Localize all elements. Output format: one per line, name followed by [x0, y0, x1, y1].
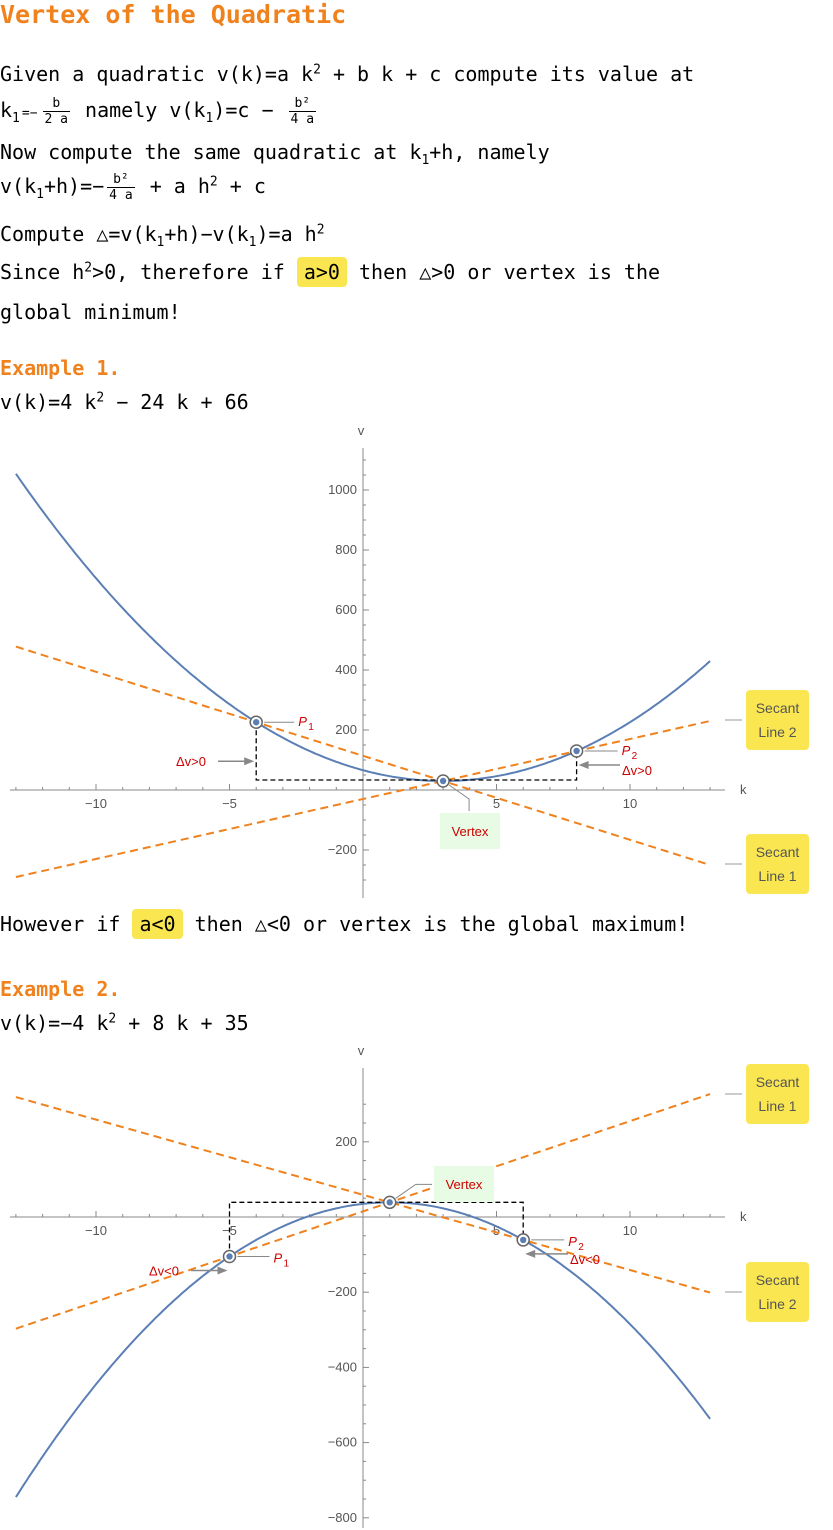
x-tick-label: 5 [493, 796, 500, 811]
example-2-heading: Example 2. [0, 977, 121, 1001]
point-label-sub: 1 [284, 1258, 290, 1269]
secant-line-1 [15, 1093, 711, 1330]
highlight-a-positive: a>0 [296, 257, 347, 287]
delta-label: Δv<0 [570, 1252, 600, 1267]
secant-label-line2: Line 2 [758, 1296, 796, 1312]
y-axis-label: v [358, 423, 365, 438]
delta-arrowhead [525, 1249, 536, 1258]
x-tick-label: 10 [623, 796, 637, 811]
intro-line-2: k1 =− b 2 a namely v(k1)=c − b² 4 a [0, 96, 317, 127]
delta-label: Δv>0 [176, 754, 206, 769]
intro-line-6: Since h2>0, therefore if a>0 then △>0 or… [0, 257, 660, 287]
intro-line-4: v(k1+h)=− b² 4 a + a h2 + c [0, 172, 266, 203]
secant-label-line1: Secant [756, 700, 800, 716]
secant-label-box [746, 1262, 809, 1322]
point-dot [573, 747, 580, 755]
y-tick-label: −200 [328, 842, 357, 857]
delta-label: Δv<0 [149, 1263, 179, 1278]
y-tick-label: −600 [328, 1435, 357, 1450]
y-tick-label: −400 [328, 1359, 357, 1374]
delta-arrowhead [217, 1266, 228, 1275]
y-axis-label: v [358, 1043, 365, 1058]
secant-label-line2: Line 1 [758, 868, 796, 884]
point-label: P [568, 1234, 577, 1249]
secant-label-box [746, 834, 809, 894]
point-dot [226, 1253, 233, 1260]
example-2-chart: −10 −5 5 10−800−600−400−200200kvSecantLine … [10, 1043, 809, 1528]
highlight-a-negative: a<0 [132, 909, 183, 939]
vertex-label: Vertex [446, 1177, 483, 1192]
quadratic-curve [15, 1201, 711, 1498]
intro-line-5: Compute △=v(k1+h)−v(k1)=a h2 [0, 222, 325, 250]
intro-line-7: global minimum! [0, 300, 181, 324]
x-axis-label: k [740, 1209, 747, 1224]
x-axis-label: k [740, 782, 747, 797]
however-line: However if a<0 then △<0 or vertex is the… [0, 909, 688, 939]
x-tick-label: −10 [85, 796, 107, 811]
vertex-leader [448, 784, 470, 811]
y-tick-label: 1000 [328, 482, 357, 497]
delta-guide [228, 1201, 524, 1257]
y-tick-label: 200 [335, 722, 357, 737]
y-tick-label: −200 [328, 1284, 357, 1299]
x-tick-label: 10 [623, 1223, 637, 1238]
point-dot [386, 1199, 393, 1206]
secant-label-line2: Line 1 [758, 1098, 796, 1114]
vertex-leader [395, 1183, 432, 1199]
secant-line-2 [15, 1096, 711, 1294]
secant-label-line2: Line 2 [758, 724, 796, 740]
intro-line-1: Given a quadratic v(k)=a k2 + b k + c co… [0, 62, 695, 86]
point-dot [520, 1236, 527, 1244]
point-dot [253, 719, 260, 726]
x-tick-label: 5 [493, 1223, 500, 1238]
secant-line-2 [15, 645, 711, 866]
secant-label-line1: Secant [756, 1272, 800, 1288]
point-label-sub: 1 [308, 722, 314, 733]
example-1-heading: Example 1. [0, 356, 121, 380]
secant-label-box [746, 1064, 809, 1124]
delta-arrowhead [244, 757, 255, 766]
point-label: P [274, 1250, 283, 1265]
vertex-label-box [440, 813, 500, 849]
secant-label-line1: Secant [756, 1074, 800, 1090]
delta-label: Δv>0 [622, 763, 652, 778]
point-label: P [622, 743, 631, 758]
intro-line-3: Now compute the same quadratic at k1+h, … [0, 140, 550, 168]
point-dot [439, 777, 447, 785]
x-tick-label: −10 [85, 1223, 107, 1238]
y-tick-label: −800 [328, 1510, 357, 1525]
secant-label-line1: Secant [756, 844, 800, 860]
x-tick-label: −5 [222, 796, 237, 811]
delta-arrowhead [578, 761, 589, 769]
y-tick-label: 200 [335, 1134, 357, 1149]
vertex-label-box [434, 1166, 494, 1202]
delta-guide [255, 722, 578, 781]
example-1-chart: −10 −5 5 10 −200 200 400 600 800 1000 k v Secant Line… [10, 423, 809, 898]
point-label-sub: 2 [578, 1242, 584, 1253]
y-tick-label: 600 [335, 602, 357, 617]
quadratic-curve [15, 473, 711, 782]
point-label-sub: 2 [632, 751, 638, 762]
vertex-label: Vertex [452, 824, 489, 839]
y-tick-label: 400 [335, 662, 357, 677]
secant-line-1 [15, 720, 711, 878]
page-title: Vertex of the Quadratic [0, 0, 347, 29]
example-1-formula: v(k)=4 k2 − 24 k + 66 [0, 390, 249, 414]
y-tick-label: 800 [335, 542, 357, 557]
point-label: P [298, 714, 307, 729]
example-2-formula: v(k)=−4 k2 + 8 k + 35 [0, 1011, 249, 1035]
secant-label-box [746, 690, 809, 750]
